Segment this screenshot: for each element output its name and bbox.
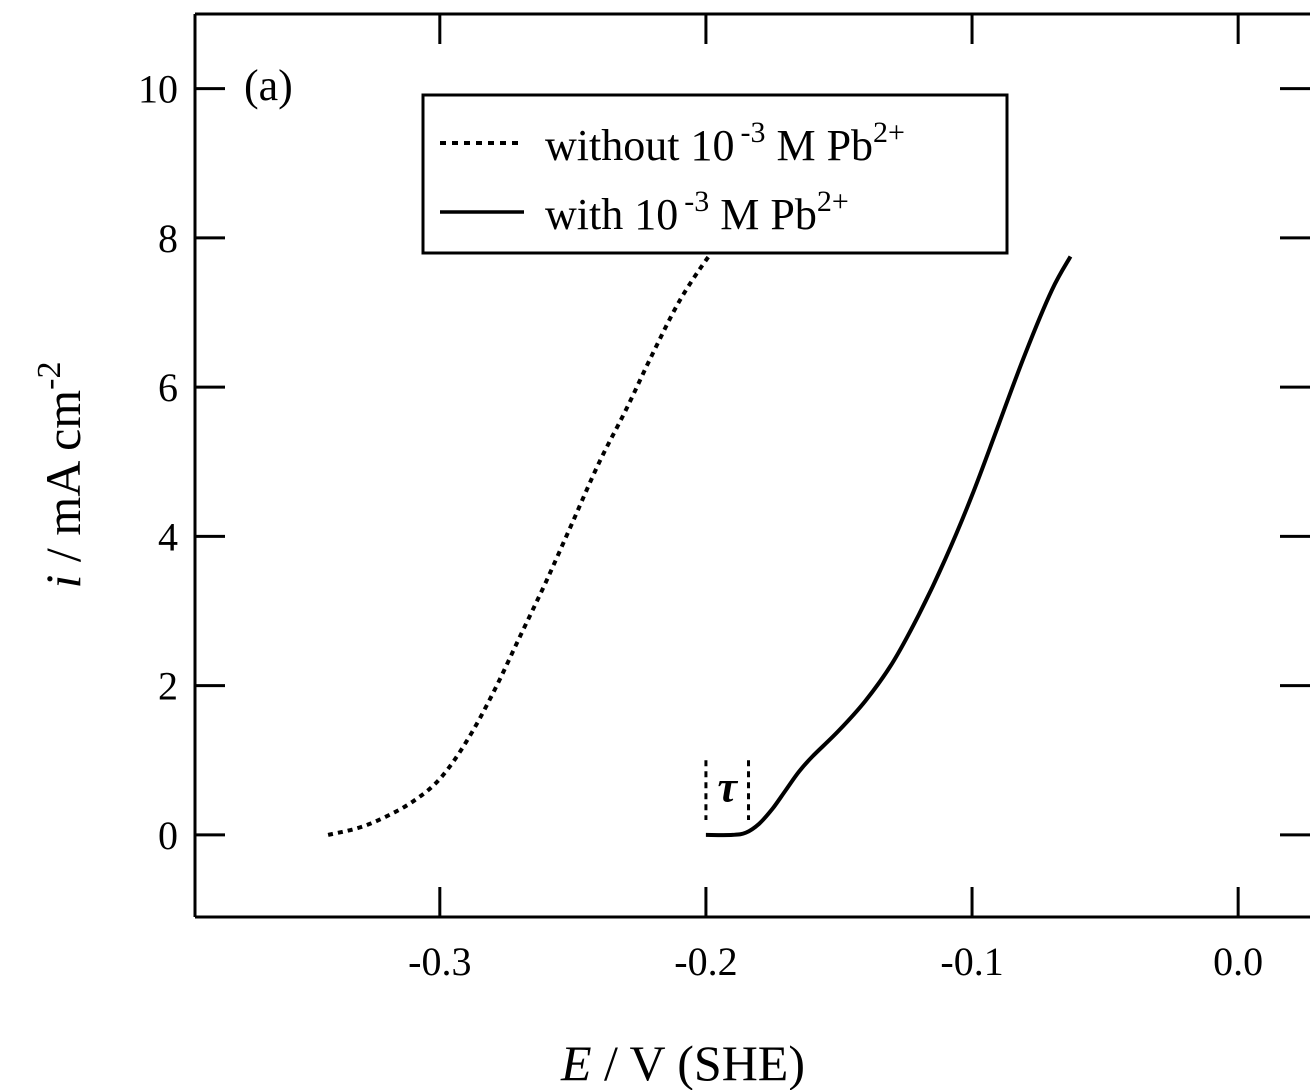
y-tick-label: 4 — [158, 514, 178, 559]
plot-frame — [193, 12, 1310, 919]
x-tick-label: 0.0 — [1213, 939, 1263, 984]
legend-without-exp: -3 — [740, 116, 765, 149]
legend-with-ion-text: M Pb — [709, 190, 817, 239]
legend-entry-with: with 10 -3 M Pb2+ — [545, 185, 849, 239]
legend-with-text: with 10 — [545, 190, 678, 239]
tau-annotation: τ — [704, 760, 751, 820]
y-axis-title: i / mA cm-2 — [31, 362, 91, 589]
y-tick-label: 0 — [158, 813, 178, 858]
y-tick-label: 2 — [158, 664, 178, 709]
axis-tick-labels: -0.3 -0.2 -0.1 0.0 0 2 4 6 8 10 — [138, 67, 1263, 984]
legend-without-text: without 10 — [545, 121, 734, 170]
legend-box — [421, 93, 1009, 255]
y-tick-label: 8 — [158, 216, 178, 261]
legend-entry-without: without 10 -3 M Pb2+ — [545, 116, 905, 170]
y-axis-unit: / mA cm — [35, 390, 91, 575]
legend-without-ion-charge: 2+ — [873, 116, 905, 149]
y-axis-var: i — [35, 575, 91, 589]
x-tick-label: -0.2 — [674, 939, 737, 984]
tau-label: τ — [717, 762, 738, 811]
axis-ticks — [195, 14, 1310, 917]
x-axis-unit: / V (SHE) — [592, 1035, 805, 1090]
data-series — [327, 240, 1073, 838]
x-axis-var: E — [560, 1035, 592, 1090]
legend-with-ion-charge: 2+ — [817, 185, 849, 218]
series-without-pb-line — [327, 240, 724, 837]
x-tick-label: -0.1 — [940, 939, 1003, 984]
legend-without-ion-text: M Pb — [765, 121, 873, 170]
series-with-pb-line — [705, 255, 1073, 838]
x-axis-title: E / V (SHE) — [560, 1035, 805, 1090]
y-axis-unit-exp: -2 — [31, 362, 68, 390]
x-tick-label: -0.3 — [408, 939, 471, 984]
panel-label: (a) — [244, 61, 293, 110]
legend: without 10 -3 M Pb2+ with 10 -3 M Pb2+ — [421, 93, 1009, 255]
legend-with-exp: -3 — [684, 185, 709, 218]
y-tick-label: 6 — [158, 365, 178, 410]
y-tick-label: 10 — [138, 67, 178, 112]
